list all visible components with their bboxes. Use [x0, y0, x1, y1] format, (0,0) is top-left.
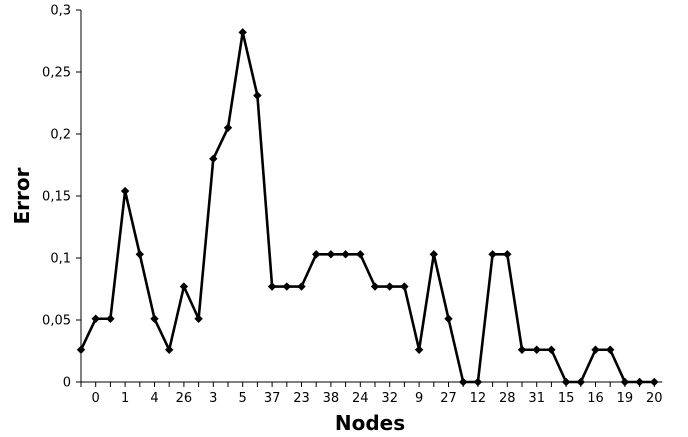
y-tick-label: 0,3: [50, 4, 71, 19]
data-point: [91, 314, 100, 323]
data-point: [561, 377, 571, 387]
x-tick-label: 9: [415, 391, 423, 406]
x-tick-label: 20: [646, 391, 663, 406]
data-point: [150, 314, 159, 323]
data-point: [76, 345, 86, 354]
y-tick-label: 0,2: [50, 128, 71, 143]
data-point: [503, 250, 512, 259]
data-point: [635, 377, 644, 387]
data-point: [444, 314, 453, 323]
data-point: [297, 282, 306, 291]
y-tick-label: 0: [63, 376, 71, 391]
data-point: [400, 282, 409, 291]
y-tick-label: 0,15: [42, 190, 71, 205]
data-point: [223, 123, 233, 132]
x-tick-label: 28: [499, 391, 516, 406]
x-tick-label: 32: [381, 391, 398, 406]
series-markers: [76, 28, 659, 387]
x-tick-label: 23: [293, 391, 310, 406]
x-tick-label: 12: [470, 391, 487, 406]
data-point: [547, 345, 556, 354]
data-point: [517, 345, 527, 354]
x-tick-label: 5: [239, 391, 247, 406]
x-tick-label: 38: [323, 391, 340, 406]
x-axis-ticks: 0 1 4 26 3 5 37 23 38 24 32 9 27 12 28 31 15 16 19 20: [80, 382, 663, 406]
x-tick-label: 15: [558, 391, 575, 406]
x-tick-label: 0: [92, 391, 100, 406]
x-tick-label: 27: [440, 391, 457, 406]
data-point: [532, 345, 541, 354]
data-point: [385, 282, 394, 291]
x-tick-label: 4: [150, 391, 158, 406]
data-point: [312, 250, 321, 259]
y-tick-label: 0,1: [50, 252, 71, 267]
y-axis-ticks: 0 0,05 0,1 0,15 0,2 0,25 0,3: [42, 4, 81, 391]
data-point: [165, 345, 174, 354]
x-axis-title: Nodes: [335, 411, 405, 435]
y-tick-label: 0,05: [42, 314, 71, 329]
data-point: [429, 250, 438, 259]
x-tick-label: 31: [528, 391, 545, 406]
series-line: [79, 31, 655, 384]
data-point: [135, 250, 144, 259]
data-point: [179, 282, 189, 291]
data-point: [488, 250, 497, 259]
x-tick-label: 1: [121, 391, 129, 406]
y-tick-label: 0,25: [42, 66, 71, 81]
data-point: [473, 377, 483, 387]
x-tick-label: 16: [587, 391, 604, 406]
data-point: [209, 154, 218, 163]
x-tick-label: 26: [176, 391, 193, 406]
data-point: [356, 250, 365, 259]
data-point: [194, 314, 203, 323]
data-point: [238, 28, 247, 37]
data-point: [326, 250, 336, 259]
data-point: [282, 282, 291, 291]
data-point: [620, 377, 630, 387]
data-point: [414, 345, 424, 354]
x-tick-label: 24: [352, 391, 369, 406]
data-point: [341, 250, 350, 259]
data-point: [120, 186, 130, 196]
data-point: [650, 377, 659, 387]
data-point: [106, 314, 115, 323]
axes: [80, 10, 663, 383]
data-point: [606, 345, 615, 354]
data-point: [253, 91, 262, 100]
data-point: [591, 345, 600, 354]
data-point: [267, 282, 277, 291]
x-tick-label: 37: [264, 391, 281, 406]
data-point: [370, 282, 380, 291]
data-point: [576, 377, 585, 387]
data-point: [459, 377, 468, 387]
x-tick-label: 19: [617, 391, 634, 406]
y-axis-title: Error: [10, 167, 34, 224]
x-tick-label: 3: [209, 391, 217, 406]
